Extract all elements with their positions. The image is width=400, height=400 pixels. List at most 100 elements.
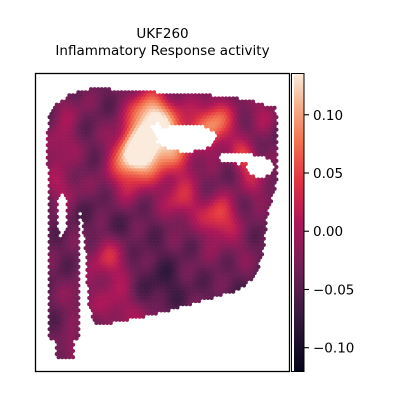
spot bbox=[105, 308, 110, 313]
spot bbox=[74, 218, 79, 223]
spot bbox=[182, 230, 187, 235]
spot bbox=[231, 115, 236, 120]
spot bbox=[182, 105, 187, 110]
spot bbox=[124, 124, 130, 129]
spot bbox=[123, 115, 128, 120]
spot bbox=[97, 252, 103, 257]
spot bbox=[105, 252, 110, 257]
spot bbox=[96, 124, 101, 129]
spot bbox=[146, 274, 151, 279]
spot bbox=[117, 105, 122, 110]
spot bbox=[141, 146, 146, 151]
spot bbox=[119, 308, 124, 313]
spot bbox=[133, 202, 139, 207]
spot bbox=[106, 155, 112, 160]
spot bbox=[151, 258, 157, 263]
spot bbox=[153, 311, 158, 316]
spot bbox=[259, 189, 265, 195]
spot bbox=[47, 221, 52, 226]
spot bbox=[214, 174, 220, 179]
spot bbox=[236, 136, 241, 142]
spot bbox=[126, 271, 131, 276]
spot bbox=[211, 274, 216, 279]
spot bbox=[106, 149, 112, 154]
spot bbox=[267, 177, 272, 182]
spot bbox=[61, 320, 67, 325]
spot bbox=[180, 183, 185, 188]
spot bbox=[121, 143, 126, 148]
spot bbox=[252, 152, 257, 157]
spot bbox=[76, 295, 81, 301]
spot bbox=[173, 183, 178, 188]
spot bbox=[49, 211, 54, 216]
spot bbox=[132, 249, 137, 254]
spot bbox=[205, 165, 211, 170]
spot bbox=[119, 102, 124, 107]
spot bbox=[186, 118, 191, 123]
spot bbox=[218, 230, 223, 235]
spot bbox=[106, 118, 112, 123]
spot bbox=[153, 267, 158, 272]
spot bbox=[245, 208, 250, 213]
spot bbox=[160, 112, 166, 117]
spot bbox=[114, 236, 119, 241]
spot bbox=[252, 258, 257, 263]
spot bbox=[211, 143, 216, 148]
spot bbox=[65, 202, 70, 207]
spot bbox=[72, 302, 77, 307]
spot bbox=[133, 133, 139, 138]
spot bbox=[200, 205, 205, 210]
spot bbox=[159, 271, 164, 276]
spot bbox=[207, 236, 212, 241]
spot bbox=[220, 102, 225, 107]
spot bbox=[173, 302, 178, 307]
spot bbox=[184, 271, 189, 276]
spot bbox=[182, 236, 187, 241]
spot bbox=[177, 183, 182, 188]
spot bbox=[132, 93, 137, 98]
spot bbox=[51, 314, 56, 319]
spot bbox=[243, 261, 248, 266]
spot bbox=[256, 140, 261, 145]
spot bbox=[225, 242, 230, 248]
spot bbox=[70, 342, 76, 347]
spot bbox=[268, 105, 274, 110]
spot bbox=[186, 180, 191, 185]
spot bbox=[78, 118, 83, 123]
spot bbox=[92, 280, 97, 285]
spot bbox=[79, 90, 85, 95]
spot bbox=[265, 174, 270, 179]
spot bbox=[54, 208, 59, 213]
spot bbox=[207, 267, 212, 272]
spot bbox=[177, 121, 182, 126]
spot bbox=[162, 289, 167, 294]
spot bbox=[196, 168, 202, 173]
spot bbox=[214, 267, 220, 272]
spot bbox=[259, 221, 265, 226]
spot bbox=[240, 267, 245, 272]
spot bbox=[227, 277, 232, 282]
spot bbox=[103, 292, 108, 297]
spot bbox=[58, 171, 63, 176]
spot bbox=[178, 174, 184, 179]
spot bbox=[207, 93, 212, 98]
spot bbox=[97, 102, 103, 107]
spot bbox=[220, 214, 225, 219]
spot bbox=[171, 274, 176, 279]
spot bbox=[92, 155, 97, 160]
spot bbox=[178, 242, 184, 248]
spot bbox=[155, 221, 160, 226]
spot bbox=[58, 239, 63, 244]
spot bbox=[229, 180, 234, 185]
spot bbox=[96, 236, 101, 241]
spot bbox=[85, 174, 90, 179]
spot bbox=[124, 236, 130, 241]
spot bbox=[229, 112, 234, 117]
spot bbox=[173, 239, 178, 244]
spot bbox=[202, 252, 207, 257]
spot bbox=[146, 180, 151, 185]
spot bbox=[211, 186, 216, 191]
spot bbox=[54, 152, 59, 157]
spot bbox=[56, 292, 61, 297]
spot bbox=[144, 252, 149, 257]
